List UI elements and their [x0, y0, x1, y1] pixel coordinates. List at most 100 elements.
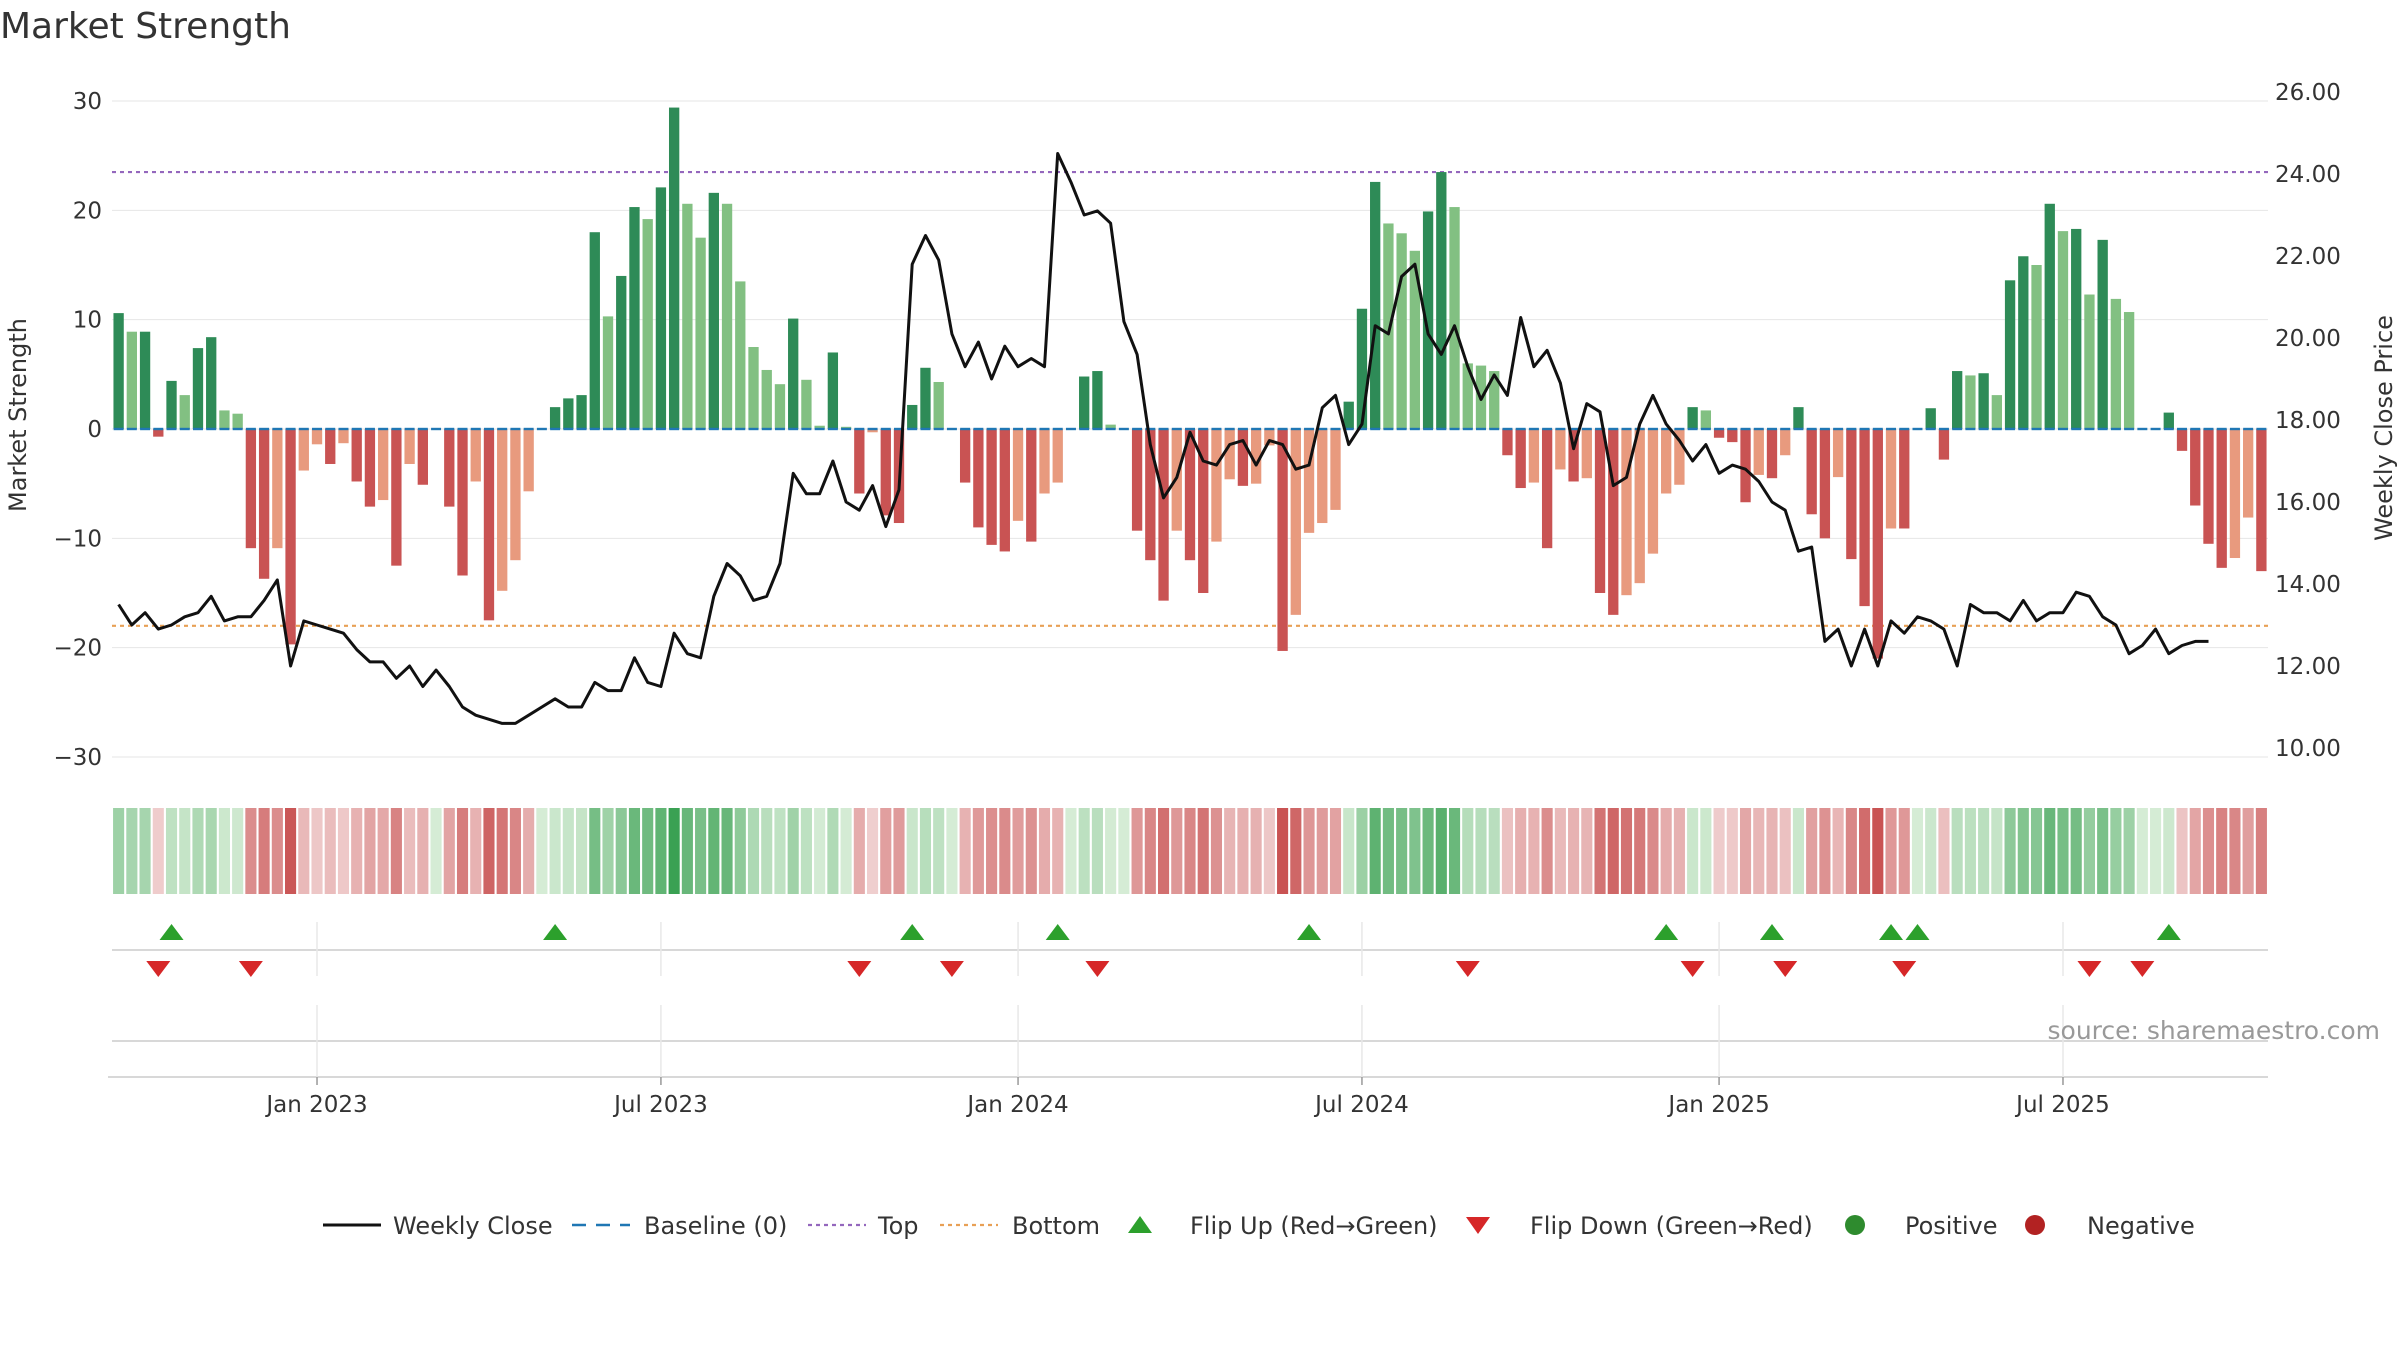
- strength-cell: [747, 808, 760, 894]
- strength-cell: [311, 808, 323, 894]
- y-left-tick-label: −10: [53, 526, 102, 552]
- y-right-axis-label: Weekly Close Price: [2370, 315, 2398, 541]
- strength-cell: [1329, 808, 1342, 894]
- strength-cell: [165, 808, 178, 894]
- strength-bar: [272, 429, 283, 549]
- y-left-axis-label: Market Strength: [4, 318, 32, 512]
- legend-swatch-negative: [2025, 1215, 2045, 1235]
- y-right-tick-label: 10.00: [2275, 736, 2341, 762]
- strength-cell: [1832, 808, 1844, 894]
- strength-cell: [1382, 808, 1394, 894]
- legend-label-bottom: Bottom: [1012, 1212, 1100, 1240]
- strength-bar: [2097, 239, 2108, 429]
- strength-cell: [1978, 808, 1990, 894]
- strength-bar: [854, 429, 865, 494]
- strength-bar: [2256, 429, 2267, 572]
- strength-bar: [325, 429, 336, 464]
- strength-bar: [1250, 429, 1262, 484]
- strength-bars: [113, 107, 2267, 659]
- strength-bar: [1489, 371, 1500, 429]
- legend-label-top: Top: [877, 1212, 919, 1240]
- y-left-tick-label: 30: [73, 89, 102, 115]
- strength-cell: [1938, 808, 1950, 894]
- strength-cell: [2097, 808, 2109, 894]
- flip-down-marker: [1680, 961, 1705, 977]
- strength-cell: [628, 808, 641, 894]
- strength-cell: [695, 808, 707, 894]
- strength-bar: [258, 429, 270, 579]
- weekly-close-line: [117, 152, 2209, 725]
- strength-bar: [1568, 429, 1579, 482]
- strength-bar: [774, 384, 786, 429]
- strength-cell: [483, 808, 495, 894]
- strength-bar: [1145, 429, 1156, 561]
- strength-cell: [192, 808, 204, 894]
- flip-down-marker: [939, 961, 964, 977]
- strength-bar: [285, 429, 296, 645]
- strength-cell: [1356, 808, 1368, 894]
- flip-up-marker: [1879, 924, 1904, 940]
- strength-cell: [787, 808, 799, 894]
- strength-bar: [920, 367, 931, 429]
- strength-bar: [126, 331, 137, 429]
- strength-cell: [1991, 808, 2003, 894]
- strength-cell: [1925, 808, 1937, 894]
- x-tick-label: Jan 2023: [264, 1092, 367, 1118]
- strength-bar: [497, 429, 508, 591]
- strength-bar: [708, 192, 719, 429]
- flip-down-marker: [2077, 961, 2102, 977]
- strength-bar: [2057, 231, 2069, 429]
- strength-bar: [959, 429, 971, 483]
- strength-bar: [1938, 429, 1950, 460]
- strength-bar: [1819, 429, 1831, 539]
- strength-bar: [1991, 395, 2003, 429]
- strength-bar: [391, 429, 402, 566]
- strength-bar: [192, 348, 204, 429]
- strength-bar: [1383, 223, 1394, 429]
- strength-cell: [1263, 808, 1275, 894]
- strength-cell: [893, 808, 905, 894]
- strength-cell: [562, 808, 574, 894]
- strength-cell: [1078, 808, 1090, 894]
- strength-cell: [470, 808, 482, 894]
- strength-cell: [523, 808, 535, 894]
- strength-heat-strip: [113, 808, 2267, 894]
- strength-cell: [2004, 808, 2016, 894]
- strength-bar: [232, 413, 243, 429]
- strength-bar: [510, 429, 521, 561]
- strength-cell: [2044, 808, 2056, 894]
- strength-cell: [1541, 808, 1553, 894]
- strength-cell: [853, 808, 865, 894]
- strength-bar: [1105, 424, 1116, 429]
- strength-bar: [444, 429, 455, 507]
- strength-cell: [1038, 808, 1051, 894]
- strength-bar: [2123, 312, 2135, 429]
- strength-cell: [2110, 808, 2122, 894]
- strength-bar: [642, 219, 653, 429]
- strength-cell: [205, 808, 217, 894]
- strength-cell: [1726, 808, 1738, 894]
- strength-bar: [1409, 250, 1421, 429]
- strength-cell: [708, 808, 720, 894]
- strength-cell: [1131, 808, 1143, 894]
- strength-bar: [364, 429, 376, 507]
- strength-cell: [152, 808, 164, 894]
- strength-cell: [615, 808, 627, 894]
- strength-cell: [1792, 808, 1804, 894]
- strength-bar: [1264, 429, 1275, 446]
- x-tick-label: Jul 2023: [612, 1092, 708, 1118]
- y-right-tick-label: 14.00: [2275, 572, 2341, 598]
- strength-cell: [800, 808, 812, 894]
- strength-bar: [1740, 429, 1751, 503]
- strength-cell: [2242, 808, 2254, 894]
- strength-bar: [166, 380, 177, 429]
- strength-bar: [1647, 429, 1659, 554]
- strength-cell: [589, 808, 601, 894]
- strength-cell: [761, 808, 773, 894]
- strength-bar: [695, 237, 706, 429]
- strength-cell: [681, 808, 693, 894]
- strength-bar: [867, 429, 878, 433]
- legend: Weekly Close Baseline (0) Top Bottom Flip Up…: [323, 1212, 2195, 1240]
- strength-bar: [483, 429, 495, 621]
- strength-bar: [470, 429, 481, 482]
